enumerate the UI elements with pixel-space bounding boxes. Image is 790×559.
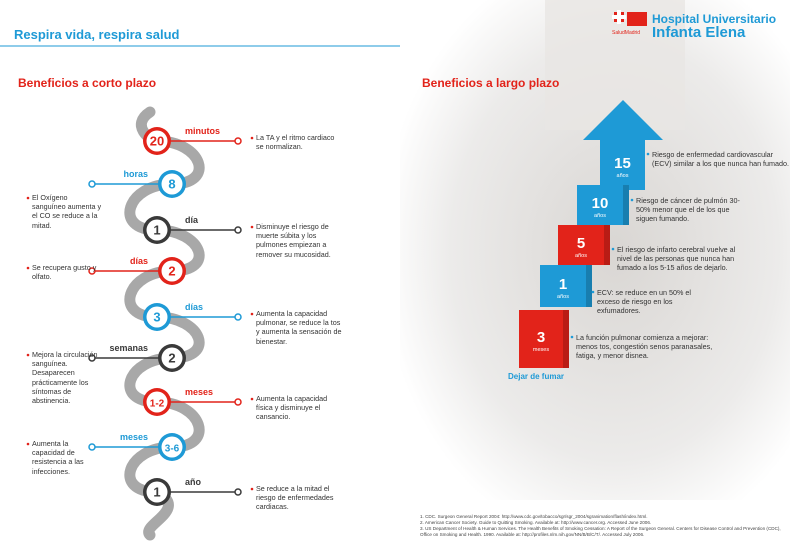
step-text: El Oxígeno sanguíneo aumenta y el CO se … xyxy=(32,193,102,230)
step-inner xyxy=(146,130,168,152)
step-unit: años xyxy=(557,294,569,300)
step-number: 5 xyxy=(577,235,585,252)
step-unit: año xyxy=(185,477,202,487)
step-text: Mejora la circulación sanguínea. Desapar… xyxy=(32,350,98,406)
step-number: 20 xyxy=(150,134,164,149)
step-unit: años xyxy=(617,173,629,179)
connector-dot xyxy=(234,137,242,145)
footnote: 3. US Department of Health & Human Servi… xyxy=(420,526,781,537)
bullet xyxy=(630,198,634,202)
step-inner xyxy=(146,219,168,241)
step-inner xyxy=(161,436,183,458)
step-unit: meses xyxy=(119,432,148,442)
bullet xyxy=(646,152,650,156)
bullet xyxy=(250,397,254,401)
step-number: 8 xyxy=(168,177,175,192)
step-block xyxy=(558,225,610,265)
step-text: Riesgo de cáncer de pulmón 30-50% menor … xyxy=(636,196,740,224)
step-unit: días xyxy=(185,302,204,312)
step-number: 1 xyxy=(559,276,567,293)
step-text: Se reduce a la mitad el riesgo de enferm… xyxy=(256,484,334,512)
step-number: 2 xyxy=(168,351,175,366)
step-text: La función pulmonar comienza a mejorar: … xyxy=(576,333,713,361)
step-arrow xyxy=(583,100,663,190)
bullet xyxy=(250,225,254,229)
step-number: 1 xyxy=(153,223,160,238)
step-number: 2 xyxy=(168,264,175,279)
bullet xyxy=(250,136,254,140)
connector-dot xyxy=(234,398,242,406)
bullet xyxy=(26,266,30,270)
step-shade xyxy=(623,185,629,225)
bullet xyxy=(26,442,30,446)
step-inner xyxy=(146,481,168,503)
connector-dot xyxy=(88,354,96,362)
step-text: Aumenta la capacidad pulmonar, se reduce… xyxy=(256,309,342,346)
logo-line2: Infanta Elena xyxy=(652,24,746,41)
step-unit: horas xyxy=(123,169,148,179)
step-text: Riesgo de enfermedad cardiovascular (ECV… xyxy=(652,150,790,169)
step-text: ECV: se reduce en un 50% el exceso de ri… xyxy=(597,288,692,316)
connector-dot xyxy=(88,267,96,275)
bullet xyxy=(570,335,574,339)
bullet xyxy=(591,290,595,294)
connector-dot xyxy=(234,313,242,321)
footnotes: 1. CDC. Surgeon General Report 2004: htt… xyxy=(420,514,785,538)
base-label: Dejar de fumar xyxy=(508,372,565,381)
long-term-title: Beneficios a largo plazo xyxy=(422,76,560,90)
step-number: 1-2 xyxy=(150,399,165,410)
footnote: 1. CDC. Surgeon General Report 2004: htt… xyxy=(420,514,648,519)
logo-line1: Hospital Universitario xyxy=(652,12,777,26)
connector-dot xyxy=(88,180,96,188)
step-number: 3 xyxy=(537,329,545,346)
step-unit: años xyxy=(594,213,606,219)
step-number: 15 xyxy=(614,155,631,172)
short-term-title: Beneficios a corto plazo xyxy=(18,76,157,90)
step-text: Aumenta la capacidad física y disminuye … xyxy=(256,394,328,422)
step-unit: minutos xyxy=(185,126,220,136)
step-number: 1 xyxy=(153,485,160,500)
step-inner xyxy=(161,260,183,282)
step-number: 10 xyxy=(592,195,609,212)
bullet xyxy=(26,353,30,357)
step-number: 3 xyxy=(153,310,160,325)
connector-dot xyxy=(234,226,242,234)
step-unit: meses xyxy=(185,387,214,397)
connector-dot xyxy=(234,488,242,496)
step-unit: días xyxy=(129,256,148,266)
bullet xyxy=(26,196,30,200)
footnote: 2. American Cancer Society. Guide to Qui… xyxy=(420,520,652,525)
step-number: 3-6 xyxy=(165,444,180,455)
connector-dot xyxy=(88,443,96,451)
step-inner xyxy=(146,306,168,328)
bullet xyxy=(611,247,615,251)
step-block xyxy=(577,185,629,225)
step-shade xyxy=(586,265,592,307)
step-unit: meses xyxy=(533,347,549,353)
logo-icon xyxy=(612,10,647,26)
step-block xyxy=(540,265,592,307)
step-unit: semanas xyxy=(109,343,148,353)
step-unit: día xyxy=(185,215,199,225)
logo-brand: SaludMadrid xyxy=(612,30,641,36)
page-title: Respira vida, respira salud xyxy=(14,27,180,42)
bullet xyxy=(250,312,254,316)
step-inner xyxy=(146,391,168,413)
step-block xyxy=(519,310,569,368)
step-shade xyxy=(604,225,610,265)
step-text: La TA y el ritmo cardiaco se normalizan. xyxy=(256,133,335,152)
bullet xyxy=(250,487,254,491)
step-text: Aumenta la capacidad de resistencia a la… xyxy=(32,439,84,476)
step-text: El riesgo de infarto cerebral vuelve al … xyxy=(617,245,736,273)
step-shade xyxy=(563,310,569,368)
step-inner xyxy=(161,347,183,369)
step-unit: años xyxy=(575,253,587,259)
step-inner xyxy=(161,173,183,195)
step-text: Se recupera gusto y olfato. xyxy=(32,263,97,282)
step-text: Disminuye el riesgo de muerte súbita y l… xyxy=(256,222,331,259)
